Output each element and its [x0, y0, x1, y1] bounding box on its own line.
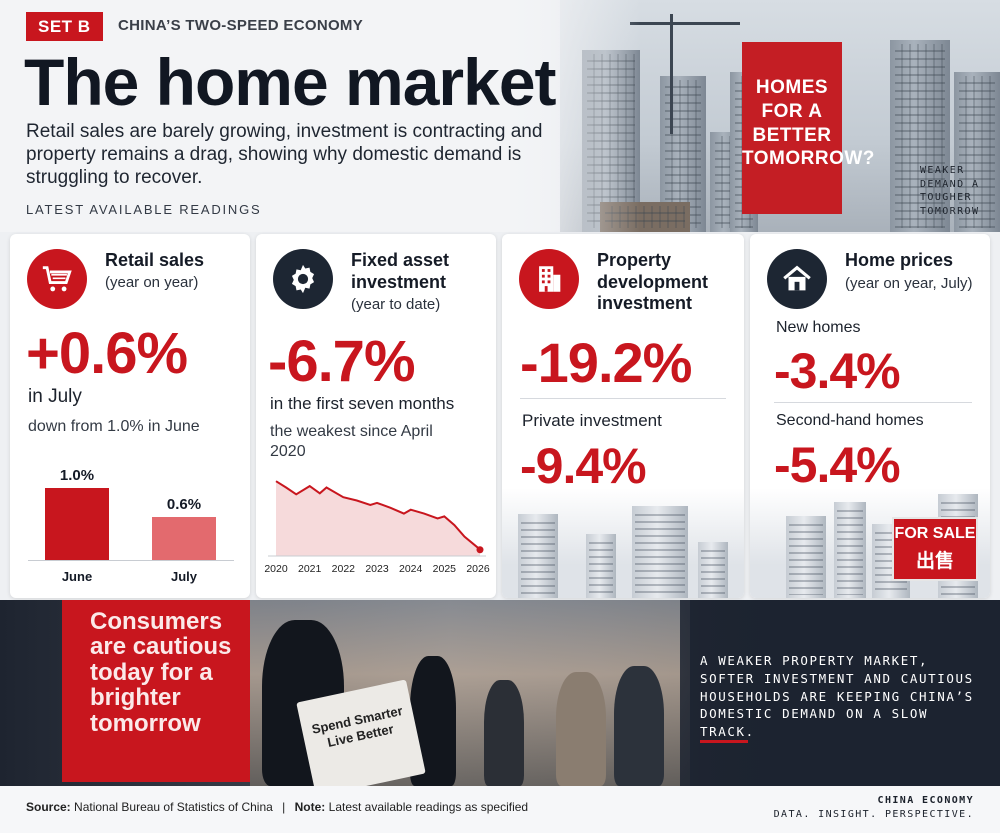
card-title: Fixed asset investment [351, 250, 450, 292]
readings-label: LATEST AVAILABLE READINGS [26, 202, 262, 217]
fai-value: -6.7% [268, 329, 416, 394]
divider [774, 402, 972, 403]
retail-note: down from 1.0% in June [28, 418, 200, 435]
fai-area [276, 481, 480, 556]
retail-period: in July [28, 386, 82, 407]
side-note: WEAKER DEMAND A TOUGHER TOMORROW [920, 165, 980, 217]
for-sale-sign: FOR SALE 出售 [892, 517, 978, 581]
second-hand-value: -5.4% [774, 437, 901, 493]
property-investment-card: Property development investment -19.2% P… [502, 234, 744, 598]
kicker: CHINA’S TWO-SPEED ECONOMY [118, 17, 364, 34]
new-homes-value: -3.4% [774, 343, 901, 399]
fai-x-tick: 2021 [298, 563, 322, 575]
homes-banner: HOMES FOR A BETTER TOMORROW? [742, 42, 874, 214]
retail-bar-category: July [170, 569, 197, 584]
fai-x-tick: 2020 [264, 563, 288, 575]
accent-rule [700, 740, 748, 743]
sale-sign-zh: 出售 [915, 550, 954, 572]
card-title: Retail sales [105, 250, 205, 270]
property-value: -19.2% [520, 331, 692, 394]
band-caption: A WEAKER PROPERTY MARKET, SOFTER INVESTM… [700, 653, 974, 739]
retail-sales-card: Retail sales (year on year) +0.6% in Jul… [10, 234, 250, 598]
source-label: Source: [26, 800, 71, 814]
card-subtitle: (year on year) [105, 274, 199, 291]
fai-x-tick: 2025 [433, 563, 457, 575]
retail-bar-june [45, 488, 109, 560]
lede: Retail sales are barely growing, investm… [26, 121, 543, 188]
fai-x-tick: 2026 [466, 563, 490, 575]
fai-x-tick: 2022 [332, 563, 356, 575]
house-icon [767, 249, 827, 309]
fai-note: the weakest since April 2020 [270, 423, 433, 460]
source-line: Source: National Bureau of Statistics of… [26, 800, 529, 814]
retail-bar-value: 1.0% [59, 467, 95, 484]
private-value: -9.4% [520, 438, 647, 494]
fai-latest-point [476, 546, 484, 554]
gear-icon [273, 249, 333, 309]
card-title: Home prices [845, 250, 954, 270]
footer [0, 786, 1000, 833]
fai-x-tick: 2023 [365, 563, 389, 575]
construction-photo [502, 488, 744, 598]
new-homes-label: New homes [776, 319, 861, 336]
divider [520, 398, 726, 399]
shopping-cart-icon [27, 249, 87, 309]
brand-tagline: DATA. INSIGHT. PERSPECTIVE. [773, 809, 974, 820]
retail-bar-value: 0.6% [166, 495, 202, 513]
caption-panel [680, 600, 1000, 786]
source-text: National Bureau of Statistics of China [74, 800, 273, 814]
shop-sign: Consumers are cautious today for a brigh… [62, 600, 250, 782]
set-tag: SET B [26, 12, 103, 41]
fai-x-tick: 2024 [399, 563, 423, 575]
home-prices-card: Home prices (year on year, July) New hom… [750, 234, 990, 598]
card-subtitle: (year to date) [351, 296, 441, 313]
note-label: Note: [294, 800, 326, 814]
page-title: The home market [24, 45, 556, 119]
retail-bar-category: June [61, 569, 93, 584]
fixed-asset-card: Fixed asset investment (year to date) -6… [256, 234, 496, 598]
sale-sign-en: FOR SALE [894, 525, 976, 542]
brand-name: CHINA ECONOMY [877, 795, 974, 806]
private-label: Private investment [522, 411, 662, 430]
retail-bar-july [152, 516, 216, 560]
card-title: Property development investment [597, 250, 709, 314]
fai-period: in the first seven months [270, 394, 455, 413]
building-icon [519, 249, 579, 309]
fai-series-line [275, 480, 481, 551]
retail-value: +0.6% [26, 321, 188, 386]
fai-line-chart: 2020 2021 2022 2023 2024 2025 2026 [264, 480, 490, 575]
second-hand-label: Second-hand homes [776, 412, 924, 429]
bar-baseline [28, 560, 234, 561]
card-subtitle: (year on year, July) [845, 275, 973, 292]
brand-block: CHINA ECONOMY DATA. INSIGHT. PERSPECTIVE… [774, 794, 974, 822]
note-text: Latest available readings as specified [328, 800, 529, 814]
